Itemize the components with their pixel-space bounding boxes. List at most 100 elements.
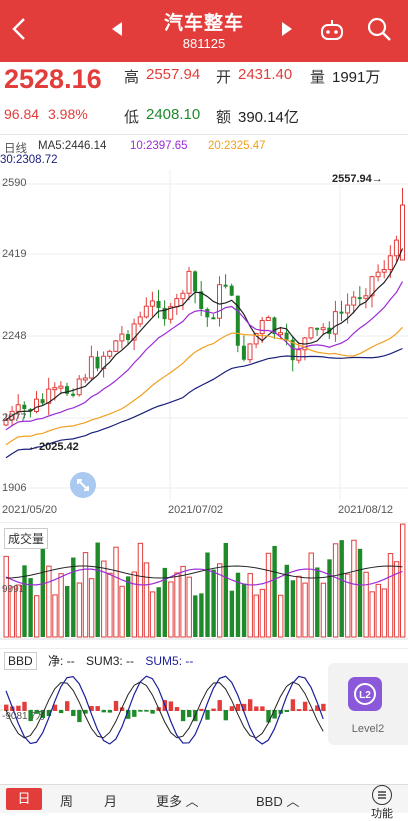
- volume-bar: [211, 569, 216, 637]
- bbd-axis-label: -9081.7万: [2, 711, 46, 722]
- bbd-bar: [248, 699, 253, 711]
- date-label: 2021/05/20: [2, 504, 58, 516]
- volume-bar: [22, 565, 27, 637]
- volume-bar: [107, 572, 113, 638]
- volume-bar: [320, 582, 327, 638]
- bbd-bar: [89, 706, 94, 711]
- bbd-bar: [223, 710, 228, 721]
- bbd-bar: [65, 701, 70, 711]
- volume-axis-label: 9991: [2, 584, 25, 595]
- bbd-bar: [22, 701, 27, 711]
- quote-panel: 2528.16 96.84 3.98% 高 2557.94 开 2431.40 …: [0, 62, 408, 132]
- bbd-bar: [229, 706, 235, 711]
- tab-month[interactable]: 月: [104, 794, 118, 809]
- high-value: 2557.94: [146, 66, 201, 83]
- tab-indicator[interactable]: BBD ︿: [256, 791, 299, 810]
- candle-body: [320, 327, 326, 331]
- bbd-bar: [205, 710, 210, 720]
- candle-body: [345, 304, 351, 314]
- level2-button[interactable]: L2 Level2: [328, 663, 408, 745]
- function-button[interactable]: 功能: [362, 785, 402, 820]
- candle-body: [193, 271, 198, 292]
- candle-body: [174, 298, 180, 308]
- volume-panel-label[interactable]: 成交量: [4, 528, 49, 549]
- candle-body: [253, 333, 259, 345]
- candle-body: [149, 300, 155, 307]
- page-title: 汽车整车: [163, 13, 244, 34]
- bbd-bar: [241, 703, 247, 711]
- tab-more[interactable]: 更多 ︿: [156, 791, 199, 810]
- candle-body: [375, 271, 381, 278]
- candle-body: [40, 399, 45, 404]
- bbd-bar: [83, 710, 88, 714]
- candle-body: [34, 398, 39, 412]
- bbd-bar: [284, 710, 289, 712]
- candlestick-chart[interactable]: [0, 170, 408, 500]
- bbd-bar: [138, 710, 143, 712]
- bbd-bar: [168, 701, 174, 711]
- candle-body: [229, 285, 234, 296]
- volume-bar: [65, 585, 70, 637]
- expand-icon: [77, 479, 89, 491]
- next-stock-icon[interactable]: [280, 20, 294, 38]
- candle-body: [315, 327, 320, 330]
- price-change-percent: 3.98%: [48, 106, 88, 122]
- volume-bar: [357, 548, 363, 637]
- candle-body: [278, 332, 283, 336]
- candle-body: [15, 404, 21, 412]
- volume-bar: [284, 564, 289, 637]
- candle-body: [28, 409, 33, 412]
- bbd-bar: [4, 704, 9, 711]
- candle-body: [247, 343, 253, 361]
- low-value: 2408.10: [146, 106, 201, 123]
- price-axis-label: 2419: [2, 248, 27, 260]
- volume-bar: [113, 546, 119, 638]
- volume-bar: [315, 567, 320, 637]
- tab-week[interactable]: 周: [60, 794, 74, 809]
- bbd-bar: [180, 710, 186, 722]
- candle-body: [71, 393, 76, 396]
- bbd-bar: [132, 710, 137, 717]
- candle-body: [143, 305, 149, 318]
- volume-bar: [95, 542, 100, 637]
- volume-bar: [400, 523, 406, 638]
- volume-bar: [375, 583, 382, 638]
- volume-chart[interactable]: [0, 522, 408, 640]
- function-label: 功能: [371, 808, 393, 820]
- prev-stock-icon[interactable]: [110, 20, 124, 38]
- back-arrow-icon[interactable]: [8, 14, 32, 44]
- indicator-label: BBD: [256, 794, 283, 809]
- candle-body: [241, 345, 246, 360]
- candle-body: [308, 327, 314, 339]
- candle-body: [211, 317, 216, 320]
- candle-body: [119, 333, 125, 342]
- volume-bar: [3, 555, 9, 638]
- candle-body: [205, 308, 210, 318]
- search-icon[interactable]: [366, 16, 392, 42]
- volume-bar: [162, 567, 167, 637]
- ma30-legend: 30:2308.72: [0, 154, 58, 166]
- volume-bar: [381, 588, 388, 638]
- bbd-chart[interactable]: [0, 648, 408, 780]
- candle-body: [186, 270, 192, 294]
- price-change: 96.84: [4, 106, 40, 122]
- candle-body: [88, 356, 94, 379]
- expand-chart-button[interactable]: [70, 472, 96, 498]
- candle-body: [357, 297, 362, 300]
- bbd-bar: [174, 707, 180, 711]
- date-label: 2021/08/12: [338, 504, 394, 516]
- candle-body: [199, 291, 204, 309]
- candle-body: [235, 295, 240, 346]
- bbd-bar: [28, 710, 33, 722]
- candle-body: [162, 307, 167, 320]
- candle-body: [217, 284, 222, 319]
- candle-body: [272, 317, 277, 335]
- volume-label: 量: [310, 69, 326, 86]
- bbd-indicator-tag[interactable]: BBD: [4, 652, 37, 670]
- tab-day[interactable]: 日: [6, 788, 42, 810]
- period-label[interactable]: 日线: [4, 143, 27, 155]
- bbd-bar: [71, 710, 76, 717]
- volume-bar: [186, 576, 192, 638]
- price-axis-label: 2248: [2, 330, 27, 342]
- robot-assistant-icon[interactable]: [318, 16, 346, 44]
